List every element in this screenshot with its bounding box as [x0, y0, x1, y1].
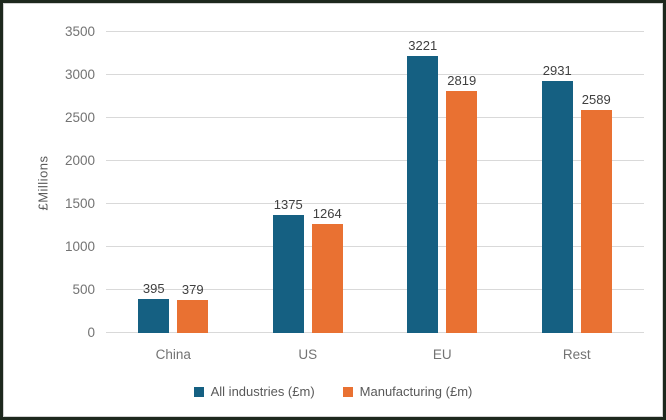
bar-group-rest: 2931 2589	[510, 32, 645, 333]
bar-manufacturing-m-eu: 2819	[446, 73, 478, 333]
x-category-label-china: China	[155, 347, 191, 362]
legend-marker-icon	[342, 386, 353, 397]
legend-label: All industries (£m)	[210, 384, 315, 399]
gridline-1000	[106, 246, 644, 247]
bar-manufacturing-m-china: 379	[177, 282, 209, 333]
bar-value-label: 2819	[447, 72, 477, 88]
bar-value-label: 395	[142, 281, 165, 296]
legend-label: Manufacturing (£m)	[359, 384, 473, 399]
bar-value-label: 3221	[408, 38, 438, 53]
bar-group-china: 395 379	[106, 32, 241, 333]
bar-group-eu: 3221 2819	[375, 32, 510, 333]
legend: All industries (£m) Manufacturing (£m)	[3, 384, 663, 399]
x-axis-category-labels: China US EU Rest	[106, 347, 644, 362]
legend-item-manufacturing-m: Manufacturing (£m)	[342, 384, 473, 399]
bar-manufacturing-m-us: 1264	[311, 206, 343, 333]
x-category-label-rest: Rest	[562, 347, 591, 362]
y-tick-label-3500: 3500	[64, 24, 95, 39]
y-tick-label-2000: 2000	[64, 153, 95, 168]
bar-value-label: 2589	[581, 92, 611, 108]
y-tick-label-1500: 1500	[64, 196, 95, 211]
bar-value-label: 379	[181, 282, 204, 298]
plot-area: 395 379 1375 1264 3221 2819 2931 2589	[106, 31, 644, 333]
gridline-0	[106, 332, 644, 333]
y-tick-label-1000: 1000	[64, 239, 95, 254]
y-tick-label-0: 0	[87, 325, 95, 340]
bar-value-label: 2931	[542, 62, 572, 78]
legend-item-all-industries-m: All industries (£m)	[193, 384, 315, 399]
gridline-1500	[106, 203, 644, 204]
x-category-label-us: US	[298, 347, 318, 362]
bar-all-industries-m-rest: 2931	[541, 63, 573, 333]
bar-all-industries-m-eu: 3221	[407, 38, 439, 333]
bar-manufacturing-m-rest: 2589	[580, 92, 612, 333]
gridline-3500	[106, 31, 644, 32]
bar-value-label: 1264	[312, 206, 342, 222]
legend-marker-icon	[193, 386, 204, 397]
gridline-2000	[106, 160, 644, 161]
y-tick-label-500: 500	[72, 282, 95, 297]
x-category-label-eu: EU	[432, 347, 452, 362]
bar-value-label: 1375	[273, 196, 303, 212]
bar-group-us: 1375 1264	[241, 32, 376, 333]
gridline-500	[106, 289, 644, 290]
gridline-3000	[106, 74, 644, 75]
y-tick-label-2500: 2500	[64, 110, 95, 125]
y-tick-label-3000: 3000	[64, 67, 95, 82]
gridline-2500	[106, 117, 644, 118]
y-axis-tick-labels: 0 500 1000 1500 2000 2500 3000 3500	[3, 3, 95, 417]
bar-all-industries-m-us: 1375	[272, 197, 304, 333]
bar-all-industries-m-china: 395	[138, 281, 170, 333]
bar-groups: 395 379 1375 1264 3221 2819 2931 2589	[106, 32, 644, 333]
